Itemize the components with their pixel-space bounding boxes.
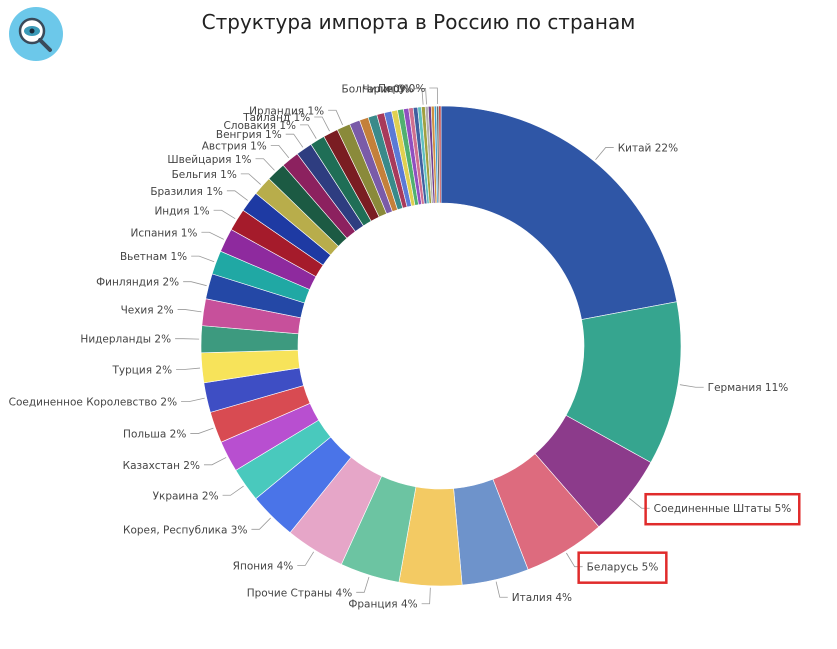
- slice-label-44: Перу 0%: [378, 83, 425, 95]
- leader-line-9: [222, 485, 244, 496]
- slice-label-22: Швейцария 1%: [167, 154, 251, 166]
- slice-label-0: Китай 22%: [618, 142, 678, 154]
- magnifier-eye-icon: [9, 7, 63, 61]
- leader-line-23: [270, 144, 290, 159]
- slice-label-10: Казахстан 2%: [123, 460, 200, 472]
- slice-label-8: Корея, Республика 3%: [123, 524, 247, 536]
- leader-line-2: [628, 497, 650, 509]
- leader-line-24: [285, 133, 304, 148]
- slice-label-19: Индия 1%: [154, 205, 209, 217]
- leader-line-27: [328, 109, 343, 126]
- highlight-box-2: [644, 492, 801, 526]
- slice-label-26: Таиланд 1%: [242, 112, 310, 124]
- highlight-box-3: [577, 551, 668, 584]
- leader-line-16: [183, 281, 207, 287]
- leader-line-18: [201, 231, 224, 240]
- leader-line-0: [595, 147, 614, 161]
- slice-label-27: Ирландия 1%: [249, 105, 324, 117]
- leader-line-6: [356, 576, 370, 593]
- slice-label-12: Соединенное Королевство 2%: [9, 397, 177, 409]
- slice-label-18: Испания 1%: [130, 227, 197, 239]
- leader-line-40: [417, 88, 427, 105]
- logo-pupil: [29, 28, 35, 34]
- slice-label-40: Болгария 0%: [341, 83, 413, 95]
- leader-line-7: [297, 551, 315, 566]
- leader-line-11: [190, 427, 214, 434]
- leader-line-5: [421, 587, 431, 605]
- logo-handle: [38, 38, 52, 52]
- slice-label-15: Чехия 2%: [121, 305, 174, 317]
- slice-label-21: Бельгия 1%: [172, 169, 237, 181]
- slice-label-5: Франция 4%: [348, 599, 417, 611]
- slice-label-39: Чили 0%: [362, 84, 410, 96]
- slice-label-7: Япония 4%: [233, 560, 294, 572]
- chart-title: Структура импорта в Россию по странам: [201, 10, 636, 34]
- leader-line-8: [251, 517, 271, 530]
- slice-label-14: Нидерланды 2%: [80, 334, 171, 346]
- leader-line-22: [255, 158, 275, 171]
- slice-label-9: Украина 2%: [153, 490, 219, 502]
- leader-line-3: [566, 552, 583, 568]
- slice-label-17: Вьетнам 1%: [120, 251, 187, 263]
- slice-label-3: Беларусь 5%: [587, 562, 659, 574]
- slice-label-2: Соединенные Штаты 5%: [654, 503, 792, 515]
- leader-line-26: [314, 116, 330, 132]
- leader-line-20: [226, 190, 248, 201]
- leader-line-12: [181, 397, 205, 402]
- slice-0: [440, 105, 678, 320]
- leader-line-15: [177, 309, 202, 313]
- slice-label-13: Турция 2%: [111, 365, 172, 377]
- slice-label-4: Италия 4%: [512, 592, 572, 604]
- slice-label-23: Австрия 1%: [202, 140, 267, 152]
- slice-label-6: Прочие Страны 4%: [247, 587, 353, 599]
- leader-line-44: [429, 87, 438, 105]
- slice-label-20: Бразилия 1%: [150, 186, 223, 198]
- slice-label-25: Словакия 1%: [223, 120, 296, 132]
- slice-label-24: Венгрия 1%: [216, 129, 282, 141]
- leader-line-19: [213, 209, 236, 220]
- leader-line-21: [240, 173, 261, 185]
- leader-line-4: [495, 581, 508, 598]
- leader-line-1: [679, 384, 704, 388]
- leader-line-13: [176, 367, 201, 370]
- leader-line-10: [203, 457, 227, 466]
- slice-label-1: Германия 11%: [708, 382, 789, 394]
- leader-line-17: [191, 255, 215, 263]
- slice-label-16: Финляндия 2%: [96, 277, 179, 289]
- slice-label-11: Польша 2%: [123, 429, 186, 441]
- leader-line-25: [300, 124, 317, 139]
- slice-45: [438, 105, 442, 204]
